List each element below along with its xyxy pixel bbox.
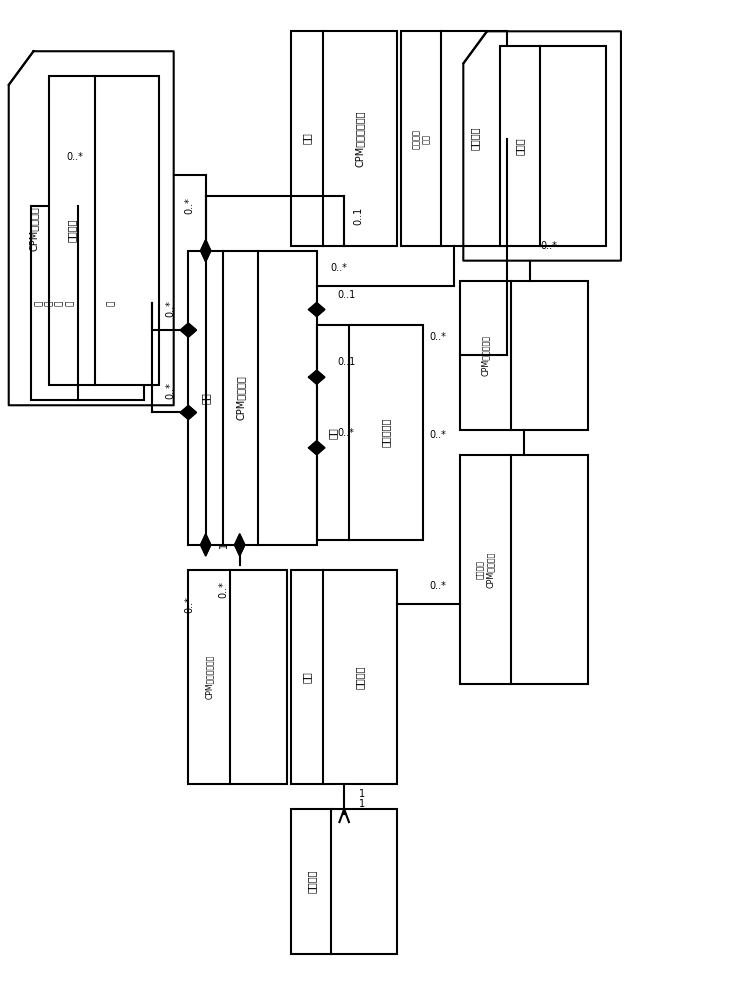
Text: 0..*: 0..* [165, 382, 175, 399]
Text: 《摘要》
刻面: 《摘要》 刻面 [411, 129, 431, 149]
Polygon shape [308, 441, 325, 455]
Polygon shape [308, 303, 325, 317]
Text: 0..*: 0..* [429, 430, 446, 440]
Bar [460, 281, 588, 430]
Text: 0..*: 0..* [185, 596, 194, 613]
Text: 结构刻面: 结构刻面 [355, 665, 365, 689]
Text: 0..*: 0..* [185, 197, 194, 214]
Text: CPM层次模型: CPM层次模型 [29, 206, 38, 251]
Polygon shape [180, 323, 197, 337]
Polygon shape [200, 534, 210, 556]
Bar [188, 570, 287, 784]
Text: 0..*: 0..* [429, 581, 446, 591]
Text: 层: 层 [107, 300, 116, 306]
Text: 0..*: 0..* [429, 332, 446, 342]
Text: 0..*: 0..* [540, 241, 557, 251]
Bar [460, 455, 588, 684]
Polygon shape [200, 240, 210, 262]
Text: 模板: 模板 [302, 133, 312, 144]
Text: 0..*: 0..* [165, 300, 175, 317]
Text: 功能刻面: 功能刻面 [470, 127, 479, 150]
Polygon shape [9, 51, 174, 405]
Text: 视图数据: 视图数据 [306, 870, 316, 893]
Text: 刻面: 刻面 [328, 427, 338, 439]
Text: CPM节点类型模板: CPM节点类型模板 [355, 110, 365, 167]
Bar [188, 251, 316, 545]
Text: 类型: 类型 [201, 392, 210, 404]
Text: CPM节点类型: CPM节点类型 [236, 375, 245, 420]
Bar [500, 46, 606, 246]
Text: 接线图: 接线图 [515, 137, 526, 155]
Text: 《摘要》
CPM节点视图: 《摘要》 CPM节点视图 [475, 552, 495, 588]
Text: 层次层级: 层次层级 [67, 219, 77, 242]
Text: 0..*: 0..* [330, 263, 347, 273]
Text: 0..1: 0..1 [354, 207, 364, 225]
Text: 自动化刻面: 自动化刻面 [381, 418, 391, 447]
Text: 0..*: 0..* [219, 581, 229, 598]
Text: 0..1: 0..1 [337, 357, 355, 367]
Bar [401, 31, 507, 246]
Text: 0..*: 0..* [338, 428, 355, 438]
Text: 1: 1 [219, 542, 229, 548]
Text: 刻面: 刻面 [302, 671, 312, 683]
Text: 1: 1 [359, 789, 366, 799]
Bar [49, 76, 159, 385]
Text: 《
摘
要
》: 《 摘 要 》 [35, 300, 74, 306]
Bar [291, 570, 397, 784]
Bar [291, 31, 397, 246]
Polygon shape [235, 534, 245, 556]
Polygon shape [308, 370, 325, 384]
Bar [31, 206, 144, 400]
Text: CPM接线图模型: CPM接线图模型 [481, 335, 490, 376]
Text: 0..1: 0..1 [337, 290, 355, 300]
Text: 0..*: 0..* [66, 152, 83, 162]
Bar [291, 809, 397, 954]
Bar [316, 325, 423, 540]
Polygon shape [464, 31, 621, 261]
Text: CPM节点类型标头: CPM节点类型标头 [205, 655, 213, 699]
Polygon shape [180, 406, 197, 419]
Text: 1: 1 [359, 799, 366, 809]
